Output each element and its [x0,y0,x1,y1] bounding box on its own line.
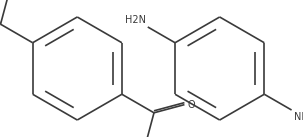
Text: O: O [188,100,195,110]
Text: H2N: H2N [125,15,146,25]
Text: NH2: NH2 [294,112,303,122]
